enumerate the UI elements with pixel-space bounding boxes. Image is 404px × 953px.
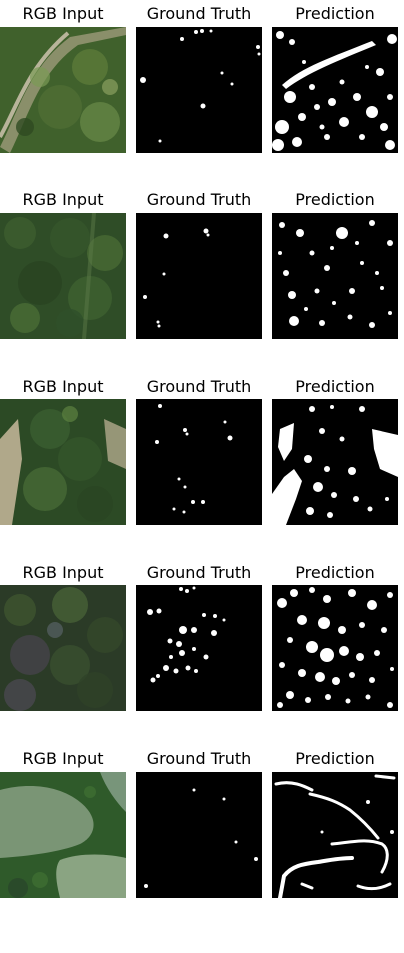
- row-1-rgb-title: RGB Input: [22, 4, 104, 23]
- row-4-rgb-image: [0, 585, 126, 711]
- row-5-ground-truth-mask: [136, 772, 262, 898]
- row-4-rgb-title: RGB Input: [22, 563, 104, 582]
- row-5-rgb-image: [0, 772, 126, 898]
- row-2-rgb-title: RGB Input: [22, 190, 104, 209]
- row-2-rgb-image: [0, 213, 126, 339]
- row-3-rgb-title: RGB Input: [22, 377, 104, 396]
- row-2-ground-truth-mask: [136, 213, 262, 339]
- row-2-prediction-title: Prediction: [295, 190, 375, 209]
- row-3-ground-truth-title: Ground Truth: [146, 377, 252, 396]
- row-1-prediction-title: Prediction: [295, 4, 375, 23]
- row-4-ground-truth-title: Ground Truth: [146, 563, 252, 582]
- row-3-ground-truth-mask: [136, 399, 262, 525]
- row-4-prediction-mask: [272, 585, 398, 711]
- row-3-prediction-mask: [272, 399, 398, 525]
- row-2-ground-truth-title: Ground Truth: [146, 190, 252, 209]
- row-5-rgb-title: RGB Input: [22, 749, 104, 768]
- row-3-rgb-image: [0, 399, 126, 525]
- row-5-prediction-mask: [272, 772, 398, 898]
- row-2-prediction-mask: [272, 213, 398, 339]
- row-5-ground-truth-title: Ground Truth: [146, 749, 252, 768]
- row-3-prediction-title: Prediction: [295, 377, 375, 396]
- row-1-ground-truth-mask: [136, 27, 262, 153]
- row-5-prediction-title: Prediction: [295, 749, 375, 768]
- row-1-rgb-image: [0, 27, 126, 153]
- row-1-prediction-mask: [272, 27, 398, 153]
- row-4-prediction-title: Prediction: [295, 563, 375, 582]
- row-4-ground-truth-mask: [136, 585, 262, 711]
- row-1-ground-truth-title: Ground Truth: [146, 4, 252, 23]
